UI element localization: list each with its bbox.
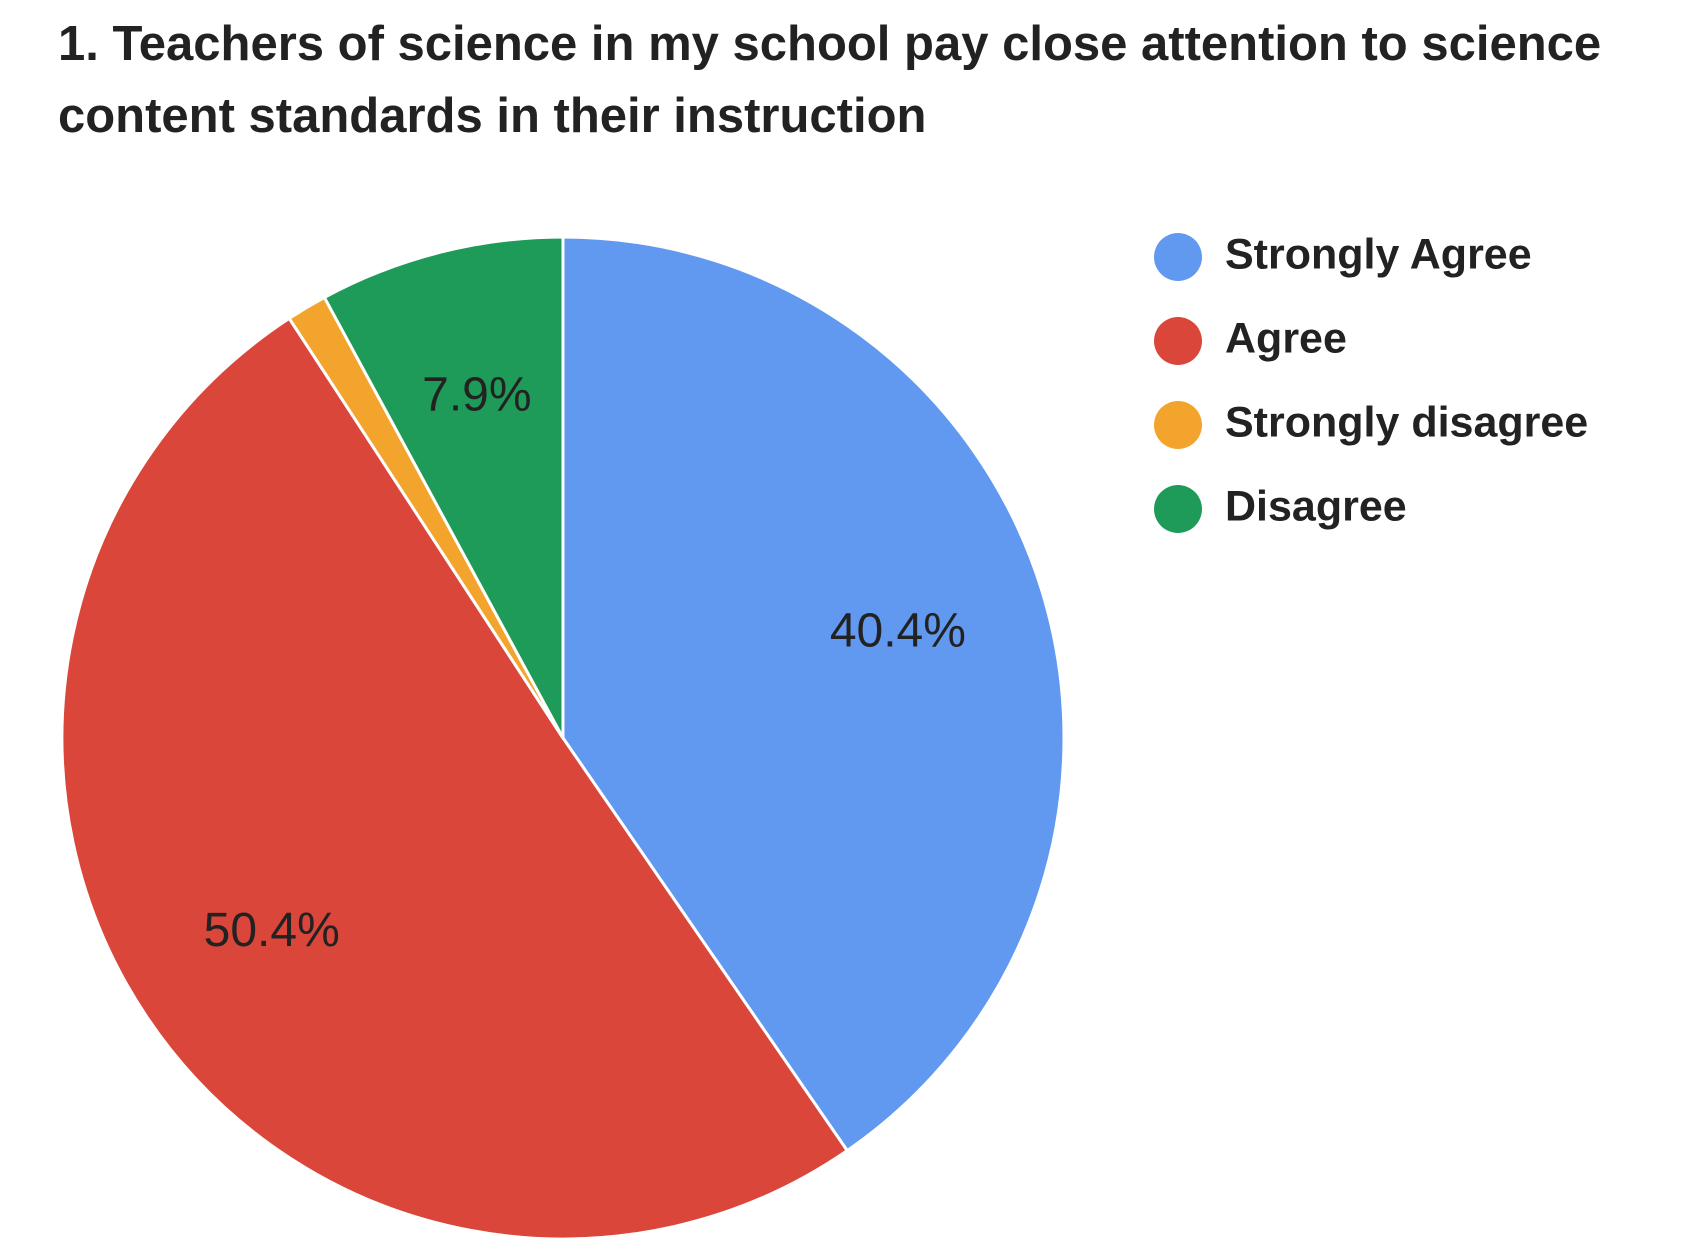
pie-slice — [561, 235, 1066, 1153]
pie-slice — [322, 235, 565, 739]
slice-label: 7.9% — [422, 369, 531, 422]
legend-label: Disagree — [1225, 482, 1407, 530]
legend-marker — [1154, 401, 1202, 449]
slice-label: 50.4% — [204, 904, 340, 957]
pie-slice — [60, 316, 850, 1241]
legend-marker — [1154, 317, 1202, 365]
chart-title: 1. Teachers of science in my school pay … — [58, 17, 1602, 143]
slice-label: 40.4% — [830, 604, 966, 657]
legend-label: Strongly disagree — [1225, 398, 1588, 446]
legend-label: Strongly Agree — [1225, 230, 1532, 278]
legend-label: Agree — [1225, 314, 1347, 362]
legend-marker — [1154, 485, 1202, 533]
legend-marker — [1154, 233, 1202, 281]
